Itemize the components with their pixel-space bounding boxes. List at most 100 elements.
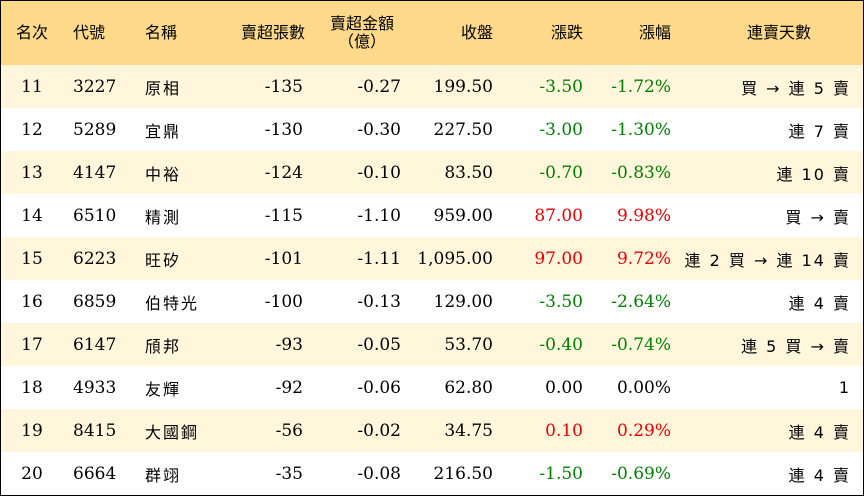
change-cell: -1.50	[539, 463, 583, 484]
change-cell: 97.00	[534, 248, 583, 269]
sell-amount-cell: -0.06	[357, 377, 401, 398]
sell-amount-cell: -0.30	[357, 119, 401, 140]
sell-lots-cell: -135	[264, 76, 303, 97]
change-cell: 0.10	[545, 420, 583, 441]
code-cell: 6859	[73, 291, 117, 312]
sell-amount-cell: -0.02	[357, 420, 401, 441]
sell-lots-cell: -115	[264, 205, 303, 226]
table-row: 11 3227 原相 -135 -0.27 199.50 -3.50 -1.72% 買 → 連 …	[1, 65, 863, 108]
code-cell: 3227	[73, 76, 117, 97]
table-row: 15 6223 旺矽 -101 -1.11 1,095.00 97.00 9.72% 連 2 買…	[1, 237, 863, 280]
streak-cell: 連 4 賣	[788, 293, 851, 313]
change-cell: -0.70	[539, 162, 583, 183]
rank-cell: 20	[21, 463, 43, 484]
header-sell-amount-line2: （億）	[337, 32, 386, 51]
change-cell: 0.00	[545, 377, 583, 398]
name-cell: 原相	[145, 78, 182, 98]
header-sell-amount-line1: 賣超金額	[329, 14, 394, 33]
close-cell: 959.00	[433, 205, 493, 226]
header-sell-amount: 賣超金額 （億）	[305, 1, 405, 65]
header-streak: 連賣天數	[746, 23, 811, 42]
pct-cell: -2.64%	[611, 291, 671, 312]
rank-cell: 17	[21, 334, 43, 355]
rank-cell: 15	[21, 248, 43, 269]
pct-cell: -0.69%	[611, 463, 671, 484]
pct-cell: 9.72%	[616, 248, 671, 269]
table-row: 13 4147 中裕 -124 -0.10 83.50 -0.70 -0.83% 連 10 賣	[1, 151, 863, 194]
name-cell: 群翊	[145, 465, 182, 485]
close-cell: 62.80	[444, 377, 493, 398]
streak-cell: 連 10 賣	[776, 164, 851, 184]
rank-cell: 18	[21, 377, 43, 398]
pct-cell: 9.98%	[616, 205, 671, 226]
sell-amount-cell: -0.27	[357, 76, 401, 97]
header-pct: 漲幅	[638, 23, 671, 42]
close-cell: 227.50	[433, 119, 493, 140]
streak-cell: 連 5 買 → 賣	[741, 336, 851, 356]
table-row: 18 4933 友輝 -92 -0.06 62.80 0.00 0.00% 1	[1, 366, 863, 409]
change-cell: -0.40	[539, 334, 583, 355]
name-cell: 中裕	[145, 164, 182, 184]
sell-lots-cell: -124	[264, 162, 303, 183]
close-cell: 199.50	[433, 76, 493, 97]
header-name: 名稱	[145, 23, 178, 42]
rank-cell: 12	[21, 119, 43, 140]
streak-cell: 連 2 買 → 連 14 賣	[684, 250, 851, 270]
close-cell: 1,095.00	[417, 248, 493, 269]
table-row: 14 6510 精測 -115 -1.10 959.00 87.00 9.98% 買 → 賣	[1, 194, 863, 237]
table-row: 20 6664 群翊 -35 -0.08 216.50 -1.50 -0.69% 連 4 賣	[1, 452, 863, 495]
pct-cell: -1.30%	[611, 119, 671, 140]
code-cell: 6510	[73, 205, 117, 226]
streak-cell: 連 4 賣	[788, 465, 851, 485]
header-code: 代號	[73, 23, 106, 42]
header-sell-lots: 賣超張數	[240, 23, 305, 42]
sell-lots-cell: -35	[275, 463, 303, 484]
code-cell: 6147	[73, 334, 117, 355]
pct-cell: -0.74%	[611, 334, 671, 355]
code-cell: 4147	[73, 162, 117, 183]
rank-cell: 14	[21, 205, 43, 226]
change-cell: -3.00	[539, 119, 583, 140]
change-cell: -3.50	[539, 76, 583, 97]
table-row: 12 5289 宜鼎 -130 -0.30 227.50 -3.00 -1.30% 連 7 賣	[1, 108, 863, 151]
sell-lots-cell: -130	[264, 119, 303, 140]
rank-cell: 19	[21, 420, 43, 441]
name-cell: 友輝	[145, 379, 182, 399]
table-row: 17 6147 頎邦 -93 -0.05 53.70 -0.40 -0.74% 連 5 買 → …	[1, 323, 863, 366]
close-cell: 34.75	[444, 420, 493, 441]
header-close: 收盤	[460, 23, 493, 42]
close-cell: 129.00	[433, 291, 493, 312]
sell-lots-cell: -56	[275, 420, 303, 441]
streak-cell: 1	[838, 378, 851, 397]
sell-lots-cell: -101	[264, 248, 303, 269]
rank-cell: 11	[21, 76, 43, 97]
change-cell: -3.50	[539, 291, 583, 312]
code-cell: 5289	[73, 119, 117, 140]
streak-cell: 買 → 連 5 賣	[741, 78, 851, 98]
close-cell: 53.70	[444, 334, 493, 355]
streak-cell: 連 4 賣	[788, 422, 851, 442]
sell-lots-cell: -100	[264, 291, 303, 312]
name-cell: 伯特光	[145, 293, 200, 313]
sell-amount-cell: -0.13	[357, 291, 401, 312]
code-cell: 4933	[73, 377, 117, 398]
table-row: 19 8415 大國鋼 -56 -0.02 34.75 0.10 0.29% 連 4 賣	[1, 409, 863, 452]
sell-amount-cell: -0.08	[357, 463, 401, 484]
table-row: 16 6859 伯特光 -100 -0.13 129.00 -3.50 -2.64% 連 4 賣	[1, 280, 863, 323]
sell-amount-cell: -1.10	[357, 205, 401, 226]
pct-cell: -0.83%	[611, 162, 671, 183]
name-cell: 宜鼎	[145, 121, 182, 141]
sell-amount-cell: -1.11	[357, 248, 401, 269]
sell-lots-cell: -93	[275, 334, 303, 355]
streak-cell: 買 → 賣	[785, 207, 851, 227]
rank-cell: 13	[21, 162, 43, 183]
name-cell: 精測	[145, 207, 182, 227]
close-cell: 216.50	[433, 463, 493, 484]
sell-lots-cell: -92	[275, 377, 303, 398]
header-rank: 名次	[15, 23, 48, 42]
close-cell: 83.50	[444, 162, 493, 183]
pct-cell: 0.29%	[616, 420, 671, 441]
code-cell: 8415	[73, 420, 117, 441]
